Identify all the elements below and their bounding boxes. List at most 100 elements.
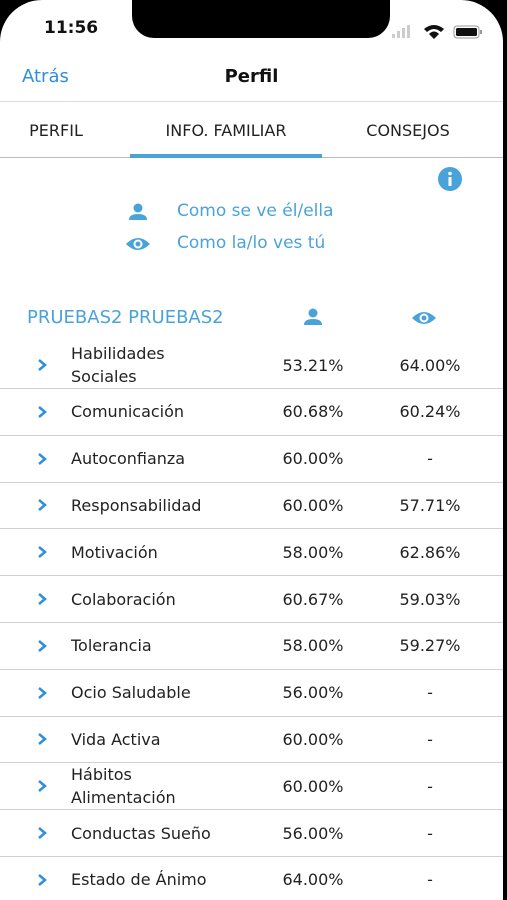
status-time: 11:56 xyxy=(44,18,99,38)
table-row[interactable]: Ocio Saludable 56.00% - xyxy=(0,670,503,717)
chevron xyxy=(38,546,47,559)
table-row[interactable]: Responsabilidad 60.00% 57.71% xyxy=(0,482,503,530)
row-value: 64.00% xyxy=(282,870,344,890)
tab[interactable]: INFO. FAMILIAR xyxy=(165,121,287,140)
row-value: - xyxy=(427,683,433,703)
row-name: Hábitos Alimentación xyxy=(71,765,176,808)
row-value: 58.00% xyxy=(282,636,344,656)
status-icons xyxy=(392,25,482,39)
row-value: - xyxy=(427,776,433,796)
chevron-path xyxy=(38,499,47,512)
row-separator xyxy=(0,715,503,717)
table-row[interactable]: Conductas Sueño 56.00% - xyxy=(0,810,503,857)
row-name: Vida Activa xyxy=(71,729,161,749)
chevron xyxy=(38,780,47,793)
table-row[interactable]: Autoconfianza 60.00% - xyxy=(0,436,503,483)
tab[interactable]: CONSEJOS xyxy=(366,121,450,140)
row-name: Comunicación xyxy=(71,402,185,422)
row-value: 57.71% xyxy=(399,495,461,515)
chevron-path xyxy=(38,873,47,886)
row-value: - xyxy=(427,823,433,843)
chevron xyxy=(38,873,47,886)
chevron xyxy=(38,827,47,839)
row-value: 60.24% xyxy=(399,402,461,422)
chevron xyxy=(38,639,47,652)
chevron-path xyxy=(38,593,47,605)
table-row[interactable]: Vida Activa 60.00% - xyxy=(0,716,503,764)
row-name: Autoconfianza xyxy=(71,449,186,469)
row-separator xyxy=(0,575,503,577)
chevron-path xyxy=(38,546,47,559)
eye-icon xyxy=(412,312,436,324)
row-value: 60.00% xyxy=(282,495,344,515)
row-name: Motivación xyxy=(71,542,158,562)
row-name: Colaboración xyxy=(71,589,176,609)
row-separator xyxy=(0,809,503,811)
nav-title: Perfil xyxy=(224,66,279,87)
table-row[interactable]: Estado de Ánimo 64.00% - xyxy=(0,857,503,900)
table-row[interactable]: Comunicación 60.68% 60.24% xyxy=(0,389,503,436)
chevron-path xyxy=(38,452,47,465)
row-name: Estado de Ánimo xyxy=(71,870,207,890)
chevron xyxy=(38,499,47,512)
row-name: Conductas Sueño xyxy=(71,823,211,843)
table-row[interactable]: Hábitos Alimentación 60.00% - xyxy=(0,763,503,811)
row-value: - xyxy=(427,449,433,469)
divider xyxy=(0,101,503,102)
chevron xyxy=(38,686,47,699)
row-value: 60.68% xyxy=(282,402,344,422)
chevron-path xyxy=(38,780,47,793)
table-row[interactable]: Colaboración 60.67% 59.03% xyxy=(0,576,503,623)
back-button[interactable]: Atrás xyxy=(22,66,69,87)
table-header: PRUEBAS2 PRUEBAS2 xyxy=(27,307,224,328)
row-value: 56.00% xyxy=(282,823,344,843)
row-name: Ocio Saludable xyxy=(71,683,191,703)
row-value: 53.21% xyxy=(282,355,344,375)
chevron xyxy=(38,593,47,605)
chevron-path xyxy=(38,827,47,839)
row-separator xyxy=(0,528,503,530)
person-icon xyxy=(304,308,322,325)
row-separator xyxy=(0,622,503,623)
row-name: Habilidades Sociales xyxy=(71,344,165,386)
chevron xyxy=(38,405,47,418)
row-value: 60.00% xyxy=(282,449,344,469)
legend-label: Como la/lo ves tú xyxy=(177,233,326,253)
chevron xyxy=(38,359,47,371)
table-row[interactable]: Motivación 58.00% 62.86% xyxy=(0,529,503,577)
row-value: - xyxy=(427,729,433,749)
row-value: - xyxy=(427,870,433,890)
tab[interactable]: PERFIL xyxy=(29,121,83,140)
chevron-path xyxy=(38,405,47,418)
person-icon xyxy=(129,203,147,220)
row-separator xyxy=(0,856,503,857)
legend-label: Como se ve él/ella xyxy=(177,201,334,221)
row-value: 58.00% xyxy=(282,542,344,562)
row-name: Responsabilidad xyxy=(71,495,202,515)
row-value: 62.86% xyxy=(399,542,461,562)
row-value: 64.00% xyxy=(399,355,461,375)
row-value: 60.00% xyxy=(282,776,344,796)
row-value: 59.27% xyxy=(399,636,461,656)
row-separator xyxy=(0,388,503,389)
row-separator xyxy=(0,434,503,436)
table-row[interactable]: Tolerancia 58.00% 59.27% xyxy=(0,623,503,670)
row-value: 59.03% xyxy=(399,589,461,609)
row-value: 60.00% xyxy=(282,729,344,749)
chevron-path xyxy=(38,686,47,699)
notch xyxy=(132,0,390,38)
row-separator xyxy=(0,481,503,483)
table-row[interactable]: Habilidades Sociales 53.21% 64.00% xyxy=(0,342,503,389)
chevron-path xyxy=(38,359,47,371)
info-icon[interactable] xyxy=(437,166,463,192)
chevron-path xyxy=(38,733,47,746)
chevron xyxy=(38,733,47,746)
row-value: 60.67% xyxy=(282,589,344,609)
row-value: 56.00% xyxy=(282,683,344,703)
row-separator xyxy=(0,668,503,670)
chevron-path xyxy=(38,639,47,652)
eye-icon xyxy=(126,238,150,250)
tab-indicator xyxy=(130,154,322,158)
